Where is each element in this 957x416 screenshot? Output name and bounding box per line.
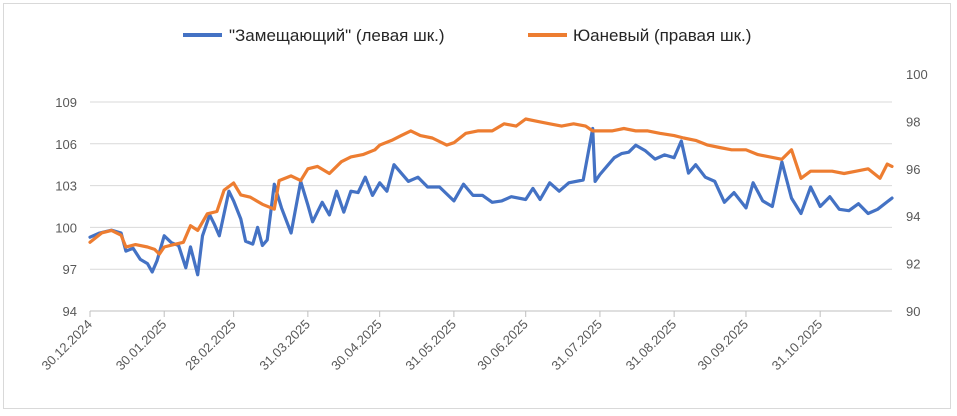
- y-axis-right: 90 92 94 96 98 100: [906, 67, 928, 319]
- series-lines: [88, 117, 894, 277]
- legend: "Замещающий" (левая шк.) Юаневый (правая…: [183, 26, 751, 45]
- chart-frame: [3, 3, 951, 409]
- series-line-1: [88, 126, 894, 277]
- y-left-tick-label: 97: [63, 262, 77, 277]
- y-right-tick-label: 92: [906, 257, 920, 272]
- x-tick-label: 30.04.2025: [328, 317, 385, 374]
- x-tick-label: 30.01.2025: [113, 317, 170, 374]
- x-tick-label: 30.09.2025: [694, 317, 751, 374]
- x-tick-label: 31.07.2025: [548, 317, 605, 374]
- y-left-tick-label: 100: [55, 220, 77, 235]
- x-tick-label: 31.05.2025: [402, 317, 459, 374]
- y-right-tick-label: 96: [906, 162, 920, 177]
- y-right-tick-label: 98: [906, 114, 920, 129]
- x-tick-label: 30.12.2024: [38, 317, 95, 374]
- legend-label-series-1: "Замещающий" (левая шк.): [229, 26, 445, 45]
- y-left-tick-label: 106: [55, 137, 77, 152]
- y-right-tick-label: 100: [906, 67, 928, 82]
- y-right-tick-label: 90: [906, 304, 920, 319]
- x-tick-label: 28.02.2025: [182, 317, 239, 374]
- y-axis-left: 94 97 100 103 106 109: [55, 95, 77, 319]
- x-tick-label: 31.08.2025: [623, 317, 680, 374]
- x-tick-label: 31.03.2025: [256, 317, 313, 374]
- x-tick-label: 31.10.2025: [769, 317, 826, 374]
- y-right-tick-label: 94: [906, 209, 920, 224]
- x-axis: 30.12.2024 30.01.2025 28.02.2025 31.03.2025…: [38, 310, 892, 374]
- y-left-tick-label: 109: [55, 95, 77, 110]
- legend-label-series-2: Юаневый (правая шк.): [573, 26, 751, 45]
- y-left-tick-label: 94: [63, 304, 77, 319]
- series-line-2: [88, 117, 894, 256]
- y-left-tick-label: 103: [55, 179, 77, 194]
- gridlines: [90, 101, 892, 270]
- x-tick-label: 30.06.2025: [474, 317, 531, 374]
